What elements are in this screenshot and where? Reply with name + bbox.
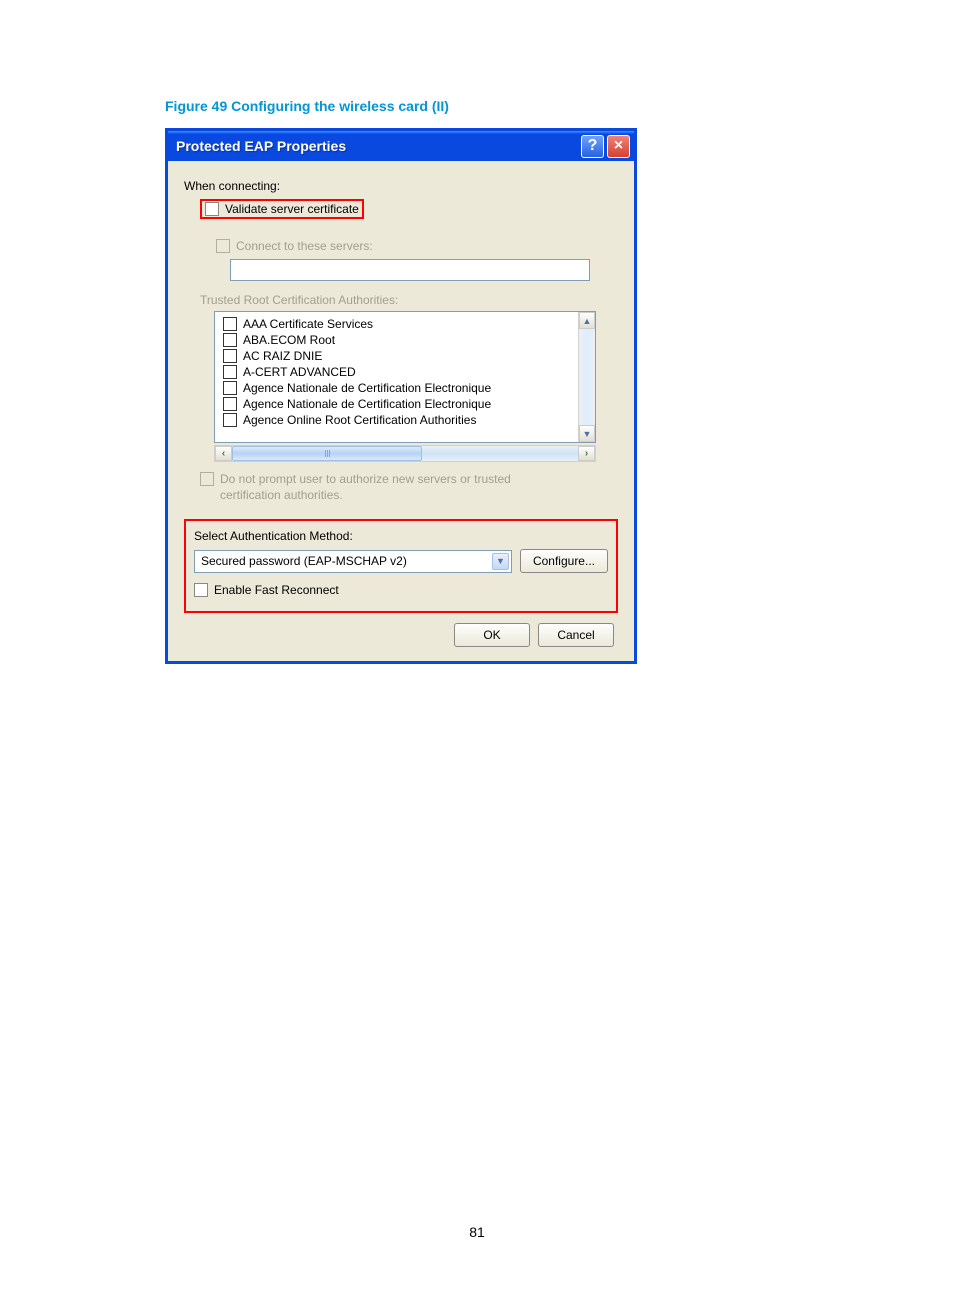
no-prompt-label: Do not prompt user to authorize new serv… xyxy=(220,472,560,503)
dialog-title: Protected EAP Properties xyxy=(176,138,578,154)
ca-checkbox[interactable] xyxy=(223,349,237,363)
hscroll-thumb[interactable] xyxy=(232,446,422,461)
ca-checkbox[interactable] xyxy=(223,365,237,379)
ca-item[interactable]: AAA Certificate Services xyxy=(217,316,593,332)
no-prompt-checkbox xyxy=(200,472,214,486)
ca-item[interactable]: Agence Nationale de Certification Electr… xyxy=(217,396,593,412)
auth-method-dropdown[interactable]: Secured password (EAP-MSCHAP v2) ▼ xyxy=(194,550,512,573)
ca-list-hscroll[interactable]: ‹ › xyxy=(214,445,596,462)
ca-label: Agence Online Root Certification Authori… xyxy=(243,413,476,427)
connect-servers-row: Connect to these servers: xyxy=(216,239,618,253)
ca-label: AC RAIZ DNIE xyxy=(243,349,322,363)
auth-method-value: Secured password (EAP-MSCHAP v2) xyxy=(201,554,492,568)
scroll-left-icon[interactable]: ‹ xyxy=(215,446,232,461)
ca-item[interactable]: Agence Online Root Certification Authori… xyxy=(217,412,593,428)
no-prompt-row: Do not prompt user to authorize new serv… xyxy=(200,472,618,503)
scroll-down-icon[interactable]: ▼ xyxy=(579,425,595,442)
fast-reconnect-checkbox[interactable] xyxy=(194,583,208,597)
scroll-right-icon[interactable]: › xyxy=(578,446,595,461)
ca-label: Agence Nationale de Certification Electr… xyxy=(243,381,491,395)
validate-cert-row: Validate server certificate xyxy=(200,199,618,219)
ca-list-vscroll[interactable]: ▲ ▼ xyxy=(578,312,595,442)
validate-cert-checkbox[interactable] xyxy=(205,202,219,216)
cancel-button[interactable]: Cancel xyxy=(538,623,614,647)
auth-method-label: Select Authentication Method: xyxy=(194,529,608,543)
ca-checkbox[interactable] xyxy=(223,317,237,331)
ca-item[interactable]: Agence Nationale de Certification Electr… xyxy=(217,380,593,396)
eap-properties-dialog: Protected EAP Properties ? × When connec… xyxy=(165,128,637,664)
ok-button[interactable]: OK xyxy=(454,623,530,647)
configure-button[interactable]: Configure... xyxy=(520,549,608,573)
ca-label: AAA Certificate Services xyxy=(243,317,373,331)
vscroll-track[interactable] xyxy=(579,329,595,425)
ca-item[interactable]: AC RAIZ DNIE xyxy=(217,348,593,364)
fast-reconnect-label: Enable Fast Reconnect xyxy=(214,583,339,597)
ca-label: Agence Nationale de Certification Electr… xyxy=(243,397,491,411)
ca-item[interactable]: A-CERT ADVANCED xyxy=(217,364,593,380)
ca-label: ABA.ECOM Root xyxy=(243,333,335,347)
trusted-root-label: Trusted Root Certification Authorities: xyxy=(200,293,618,307)
ca-checkbox[interactable] xyxy=(223,381,237,395)
when-connecting-label: When connecting: xyxy=(184,179,618,193)
ca-list: AAA Certificate Services ABA.ECOM Root A… xyxy=(214,311,596,443)
ca-label: A-CERT ADVANCED xyxy=(243,365,356,379)
dialog-body: When connecting: Validate server certifi… xyxy=(168,161,634,661)
connect-servers-input xyxy=(230,259,590,281)
dialog-footer: OK Cancel xyxy=(184,613,618,649)
titlebar: Protected EAP Properties ? × xyxy=(168,131,634,161)
close-button[interactable]: × xyxy=(607,135,630,158)
ca-checkbox[interactable] xyxy=(223,397,237,411)
connect-servers-label: Connect to these servers: xyxy=(236,239,373,253)
help-button[interactable]: ? xyxy=(581,135,604,158)
ca-checkbox[interactable] xyxy=(223,333,237,347)
ca-checkbox[interactable] xyxy=(223,413,237,427)
page-number: 81 xyxy=(469,1224,485,1240)
chevron-down-icon[interactable]: ▼ xyxy=(492,553,509,570)
connect-servers-checkbox xyxy=(216,239,230,253)
hscroll-track[interactable] xyxy=(232,446,578,461)
fast-reconnect-row: Enable Fast Reconnect xyxy=(194,583,608,597)
figure-caption: Figure 49 Configuring the wireless card … xyxy=(165,98,449,114)
auth-section: Select Authentication Method: Secured pa… xyxy=(184,519,618,613)
validate-cert-label: Validate server certificate xyxy=(225,202,359,216)
ca-item[interactable]: ABA.ECOM Root xyxy=(217,332,593,348)
scroll-up-icon[interactable]: ▲ xyxy=(579,312,595,329)
